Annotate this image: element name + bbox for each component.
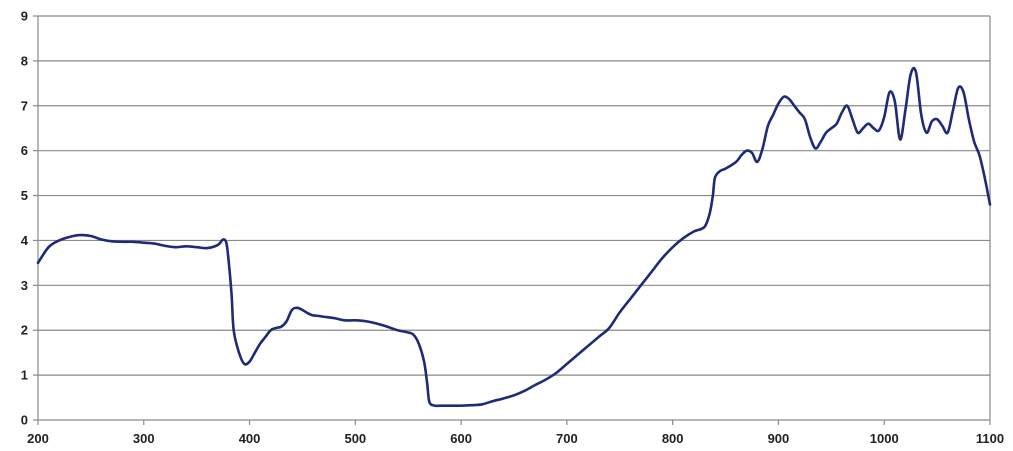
x-tick-label: 1100 [976, 431, 1004, 446]
tick-labels: 0 1 2 3 4 5 6 7 8 9 200 300 400 500 600 700 800 900 1000 11… [21, 9, 1004, 447]
x-tick-label: 800 [662, 431, 684, 446]
y-tick-label: 5 [21, 188, 28, 203]
x-tick-label: 700 [556, 431, 578, 446]
y-tick-label: 2 [21, 323, 28, 338]
gridlines [38, 15, 990, 376]
series [36, 66, 992, 408]
y-tick-label: 7 [21, 98, 28, 113]
x-tick-label: 500 [344, 431, 366, 446]
x-tick-label: 200 [27, 431, 49, 446]
y-tick-label: 4 [21, 233, 29, 248]
y-tick-label: 1 [21, 368, 28, 383]
x-tick-label: 300 [133, 431, 155, 446]
y-tick-label: 6 [21, 143, 28, 158]
x-tick-label: 400 [239, 431, 261, 446]
y-tick-label: 0 [21, 413, 28, 428]
series-line-0 [36, 66, 992, 408]
x-tick-label: 600 [450, 431, 472, 446]
x-tick-label: 900 [768, 431, 790, 446]
y-tick-label: 9 [21, 9, 28, 24]
y-tick-label: 3 [21, 278, 28, 293]
y-tick-label: 8 [21, 53, 28, 68]
x-tick-label: 1000 [870, 431, 899, 446]
axes [33, 15, 991, 425]
